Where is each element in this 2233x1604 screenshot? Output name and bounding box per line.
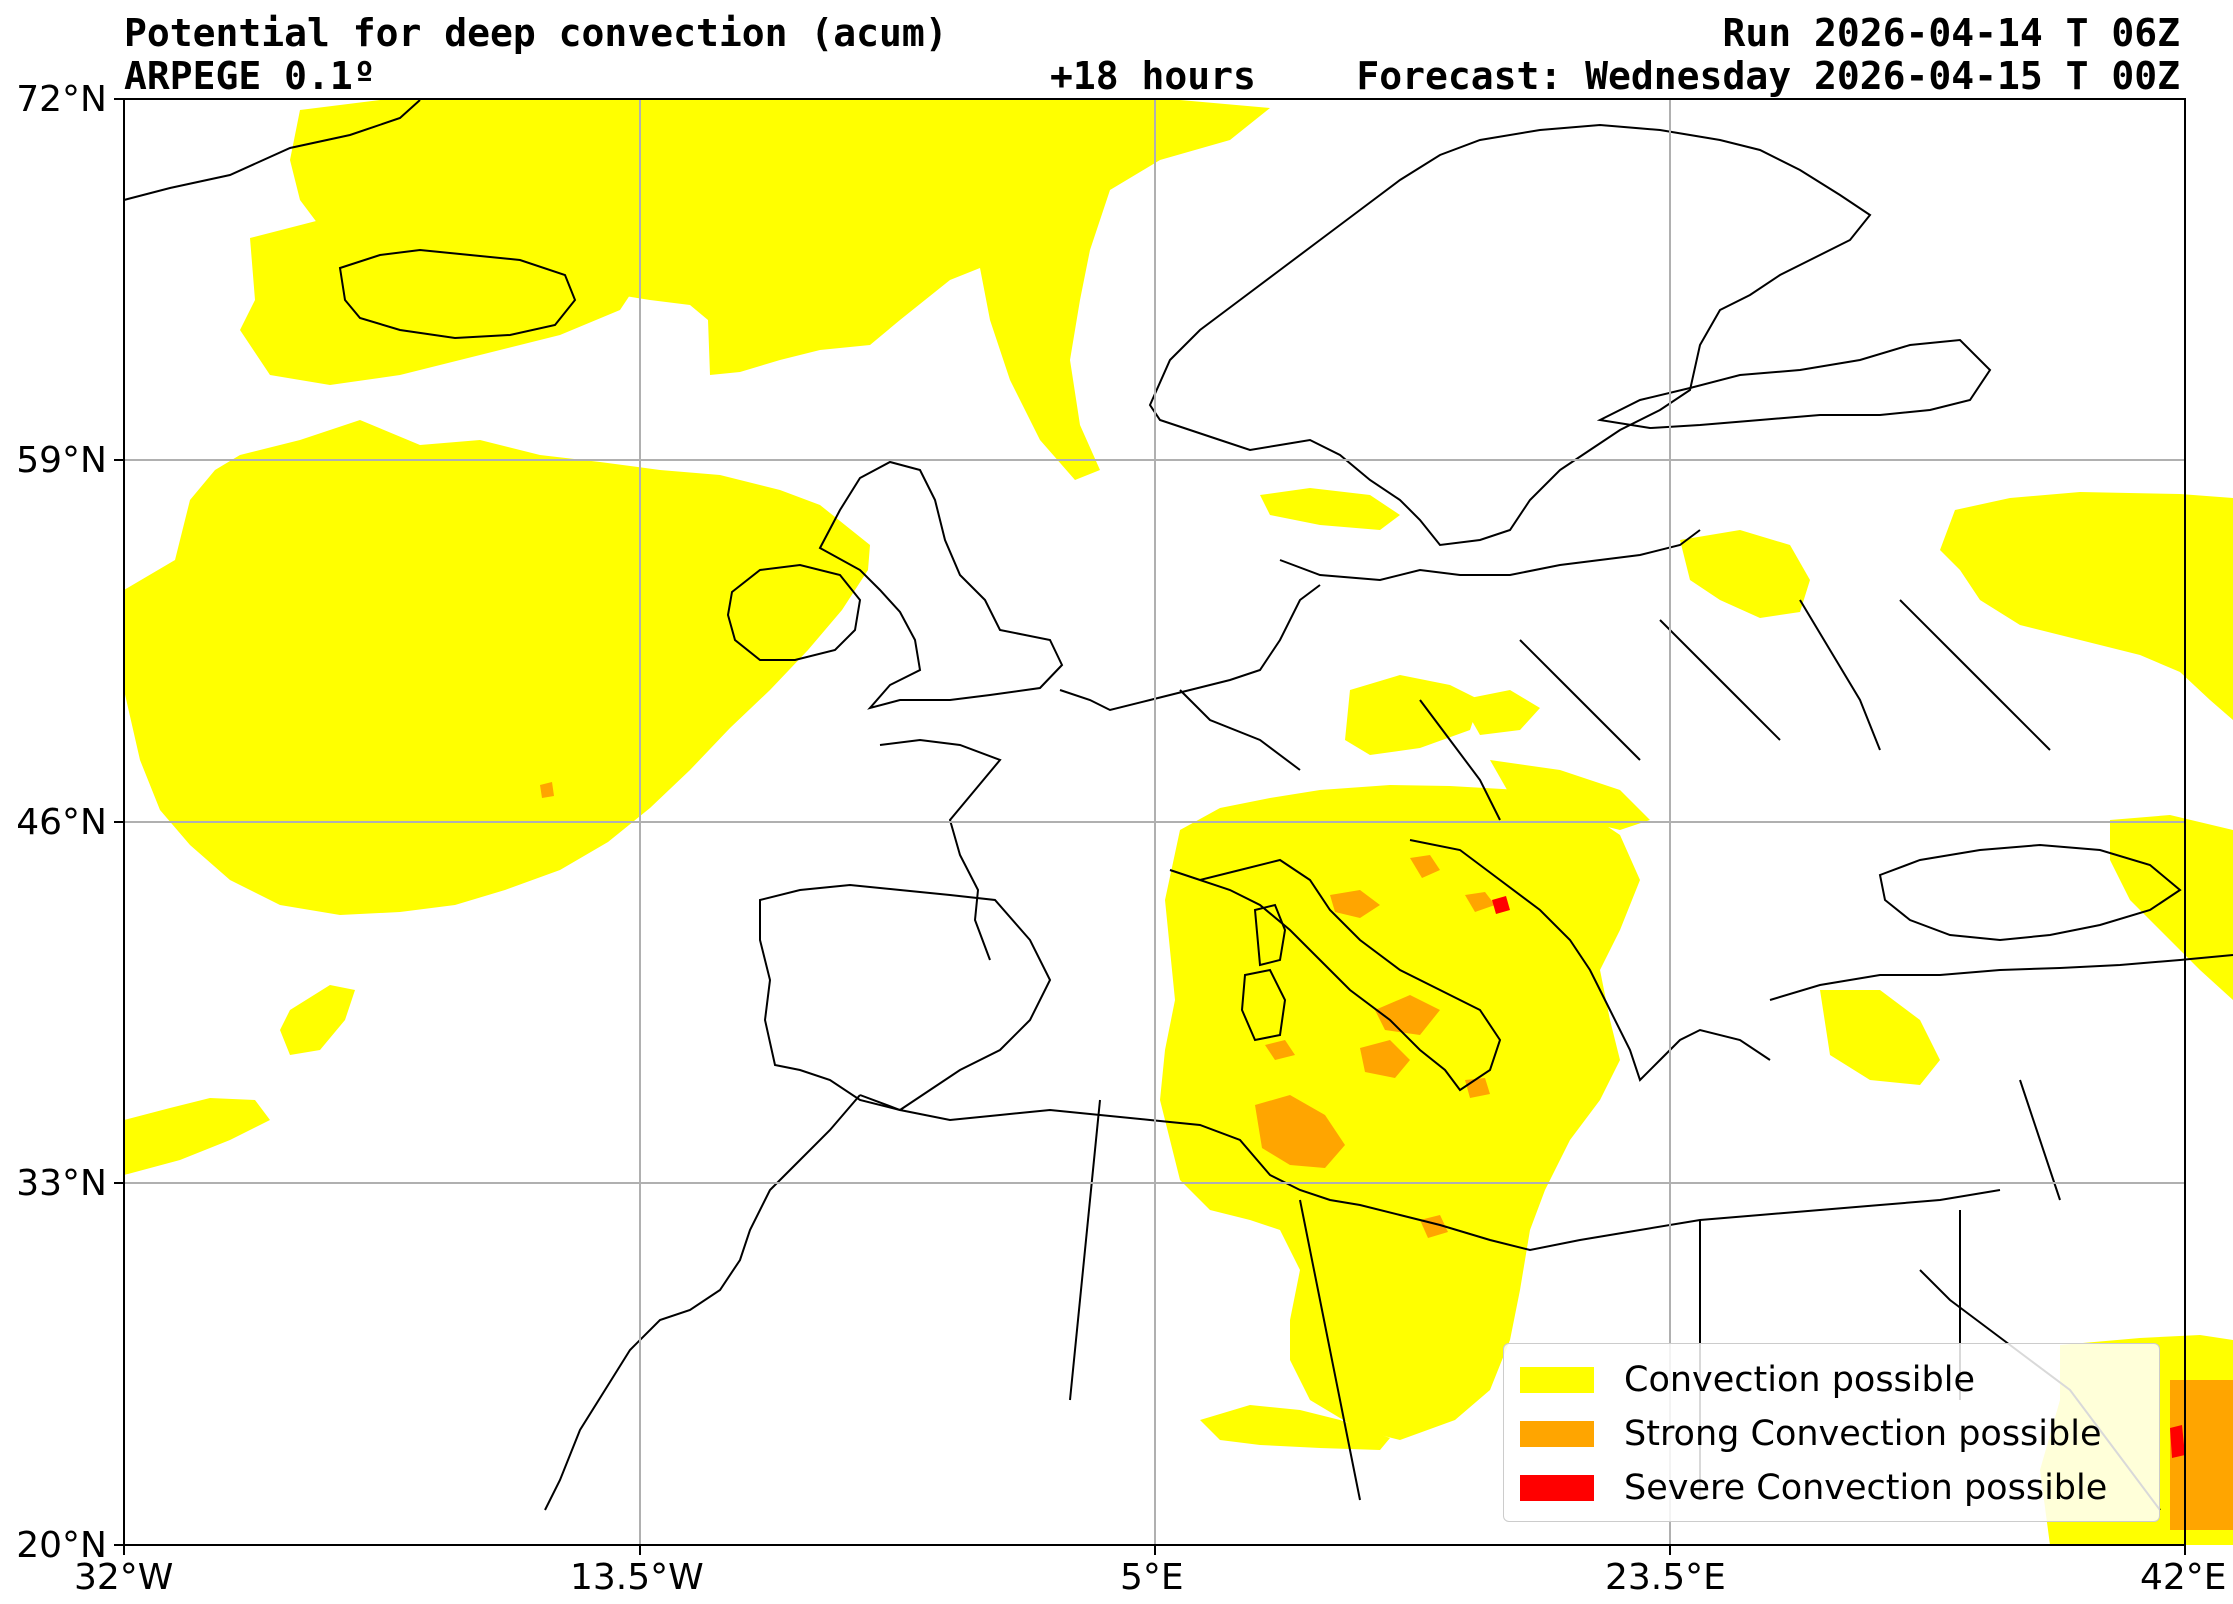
map-title: Potential for deep convection (acum) — [124, 11, 948, 55]
lon-tick-5e: 5°E — [1120, 1557, 1184, 1598]
severe-convection-areas — [1492, 896, 2185, 1458]
turkey-coast — [1769, 954, 2233, 1001]
turkey-convection-area — [1820, 990, 1940, 1085]
baltic-coast — [1279, 529, 1701, 582]
lead-time-label: +18 hours — [1050, 54, 1256, 98]
greenland-coast — [123, 99, 421, 201]
mid-atlantic-convection-streak — [280, 985, 355, 1055]
sahara-convection-area-south — [1200, 1405, 1390, 1450]
balkan-convection-area — [1490, 760, 1650, 830]
legend-item-severe-convection: Severe Convection possible — [1520, 1466, 2107, 1510]
lon-tick-32w: 32°W — [74, 1557, 174, 1598]
levant-coast — [2019, 1079, 2061, 1201]
legend-label: Strong Convection possible — [1624, 1414, 2102, 1454]
denmark-convection-area — [1260, 488, 1400, 530]
western-europe-coast — [1059, 584, 1321, 712]
legend-swatch-orange — [1520, 1421, 1594, 1447]
alps-convection-area — [1345, 675, 1480, 755]
lat-tick-20n: 20°N — [16, 1525, 107, 1566]
belarus-convection-area — [1680, 530, 1810, 618]
legend-item-strong-convection: Strong Convection possible — [1520, 1412, 2102, 1456]
lat-tick-72n: 72°N — [16, 79, 107, 120]
balkans-coast — [1409, 839, 1771, 1082]
scandinavia-coast — [1148, 123, 1872, 547]
italy-coast — [1169, 858, 1502, 1092]
forecast-valid-label: Forecast: Wednesday 2026-04-15 T 00Z — [1356, 54, 2180, 98]
lat-tick-59n: 59°N — [16, 440, 107, 481]
morocco-coast — [544, 1094, 861, 1511]
germany-convection-area — [1460, 690, 1540, 735]
finland-coast — [1596, 338, 1992, 430]
iceland-coast — [338, 248, 577, 340]
sardinia-corsica-coast — [1240, 903, 1287, 1042]
lon-tick-42e: 42°E — [2140, 1557, 2227, 1598]
lat-tick-33n: 33°N — [16, 1163, 107, 1204]
black-sea-convection-area — [2110, 815, 2233, 1000]
france-coast — [879, 738, 1002, 961]
eastern-europe-convection-area — [1940, 492, 2233, 720]
black-sea-coast — [1878, 843, 2182, 942]
iberia-coast — [759, 883, 1052, 1112]
lat-tick-46n: 46°N — [16, 802, 107, 843]
gridlines — [124, 100, 2185, 1545]
atlantic-convection-area — [124, 420, 870, 915]
legend-swatch-yellow — [1520, 1367, 1594, 1393]
lon-tick-13-5w: 13.5°W — [570, 1557, 704, 1598]
run-label: Run 2026-04-14 T 06Z — [1722, 11, 2180, 55]
legend-item-convection: Convection possible — [1520, 1358, 1975, 1402]
sw-atlantic-convection-streak — [124, 1098, 270, 1175]
legend-swatch-red — [1520, 1475, 1594, 1501]
greenland-sea-convection-area — [290, 100, 1270, 480]
ireland-coast — [726, 563, 862, 661]
britain-coast — [818, 460, 1064, 710]
lon-tick-23-5e: 23.5°E — [1605, 1557, 1726, 1598]
legend-label: Convection possible — [1624, 1360, 1975, 1400]
legend: Convection possible Strong Convection po… — [1503, 1343, 2160, 1522]
central-med-convection-area — [1160, 785, 1640, 1440]
model-label: ARPEGE 0.1º — [124, 54, 376, 98]
convection-areas — [124, 100, 2233, 1545]
north-africa-coast — [859, 1094, 2001, 1252]
legend-label: Severe Convection possible — [1624, 1468, 2108, 1508]
